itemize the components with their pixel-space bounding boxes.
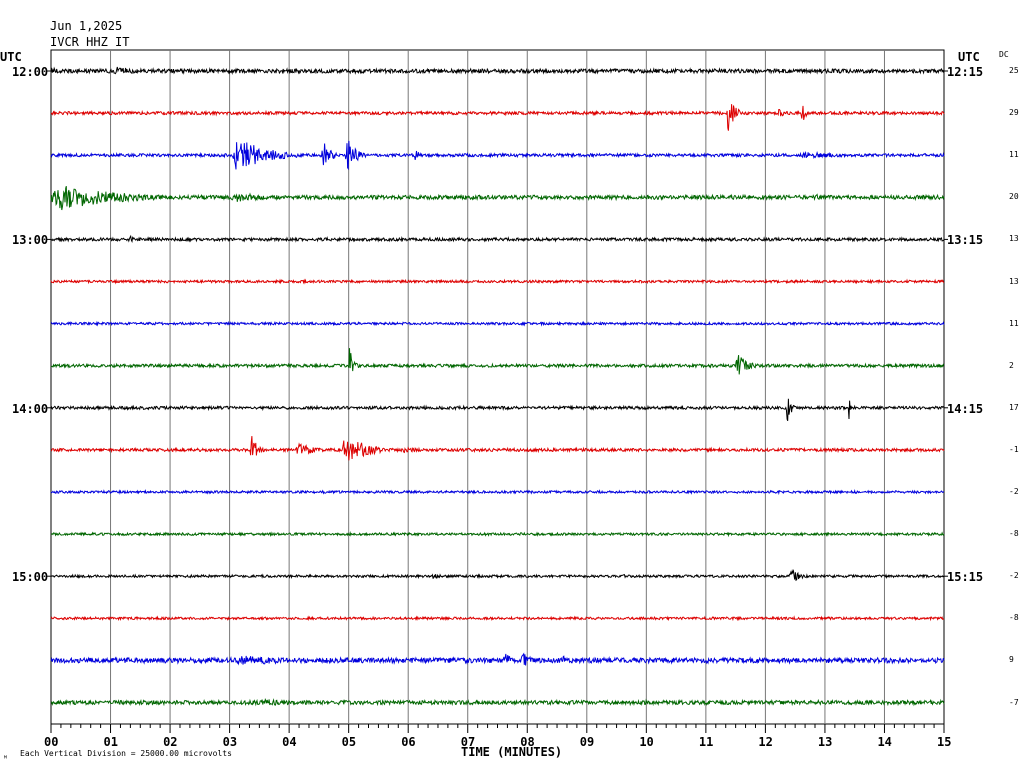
dc-value: 25 xyxy=(1009,66,1019,75)
x-tick-label: 03 xyxy=(222,735,238,749)
x-tick-label: 11 xyxy=(698,735,714,749)
plot-frame xyxy=(50,49,945,725)
dc-value: 17 xyxy=(1009,402,1019,412)
x-tick-label: 04 xyxy=(282,735,297,749)
trace-line xyxy=(50,488,945,496)
left-utc-label: UTC xyxy=(0,50,22,64)
trace-line xyxy=(50,278,945,285)
x-tick-label: 15 xyxy=(937,735,952,749)
right-time-label: 14:15 xyxy=(947,402,984,416)
x-tick-label: 13 xyxy=(817,735,833,749)
right-time-label: 12:15 xyxy=(947,65,984,79)
left-time-label: 15:00 xyxy=(12,570,49,584)
dc-value: 13 xyxy=(1009,276,1019,286)
trace-line xyxy=(50,697,945,707)
trace-line xyxy=(50,320,945,327)
left-time-label: 14:00 xyxy=(12,402,49,416)
x-tick-label: 10 xyxy=(639,735,654,749)
right-time-label: 15:15 xyxy=(947,570,984,584)
dc-label: DC xyxy=(999,50,1009,59)
x-tick-label: 07 xyxy=(460,735,476,749)
corner-mark: ᴹ xyxy=(3,754,8,763)
x-tick-label: 02 xyxy=(163,735,178,749)
trace-line xyxy=(50,234,945,243)
scale-note: Each Vertical Division = 25000.00 microv… xyxy=(20,749,232,758)
trace-line xyxy=(50,66,945,75)
trace-line xyxy=(50,104,945,131)
left-time-label: 12:00 xyxy=(12,65,49,79)
dc-value: 13 xyxy=(1009,234,1019,244)
dc-value: 11 xyxy=(1009,318,1019,328)
trace-line xyxy=(50,652,945,666)
trace-line xyxy=(50,348,945,375)
right-utc-label: UTC xyxy=(958,50,980,64)
station-label: IVCR HHZ IT xyxy=(50,35,130,49)
dc-value: -1 xyxy=(1009,444,1019,454)
x-tick-label: 09 xyxy=(579,735,595,749)
trace-line xyxy=(50,398,945,421)
x-tick-label: 01 xyxy=(103,735,118,749)
x-tick-label: 14 xyxy=(877,735,892,749)
x-tick-label: 06 xyxy=(401,735,416,749)
x-tick-label: 12 xyxy=(758,735,773,749)
trace-line xyxy=(50,531,945,538)
x-axis-title: TIME (MINUTES) xyxy=(461,745,563,759)
left-time-label: 13:00 xyxy=(12,233,49,247)
trace-line xyxy=(50,186,945,211)
right-time-label: 13:15 xyxy=(947,233,984,247)
dc-value: 20 xyxy=(1009,192,1019,202)
dc-value: -7 xyxy=(1009,697,1019,707)
x-tick-label: 08 xyxy=(520,735,535,749)
trace-line xyxy=(50,569,945,582)
dc-value: 2 xyxy=(1009,360,1014,370)
dc-value: -8 xyxy=(1009,613,1019,623)
date-label: Jun 1,2025 xyxy=(50,19,123,33)
trace-line xyxy=(50,140,945,171)
trace-line xyxy=(50,615,945,622)
dc-value: 11 xyxy=(1009,150,1019,160)
dc-value: 29 xyxy=(1009,108,1019,118)
dc-value: 9 xyxy=(1009,655,1014,665)
x-tick-label: 00 xyxy=(44,735,59,749)
dc-value: -8 xyxy=(1009,529,1019,539)
x-tick-label: 05 xyxy=(341,735,357,749)
dc-value: -2 xyxy=(1009,571,1019,581)
trace-line xyxy=(50,436,945,461)
dc-value: -2 xyxy=(1009,487,1019,496)
